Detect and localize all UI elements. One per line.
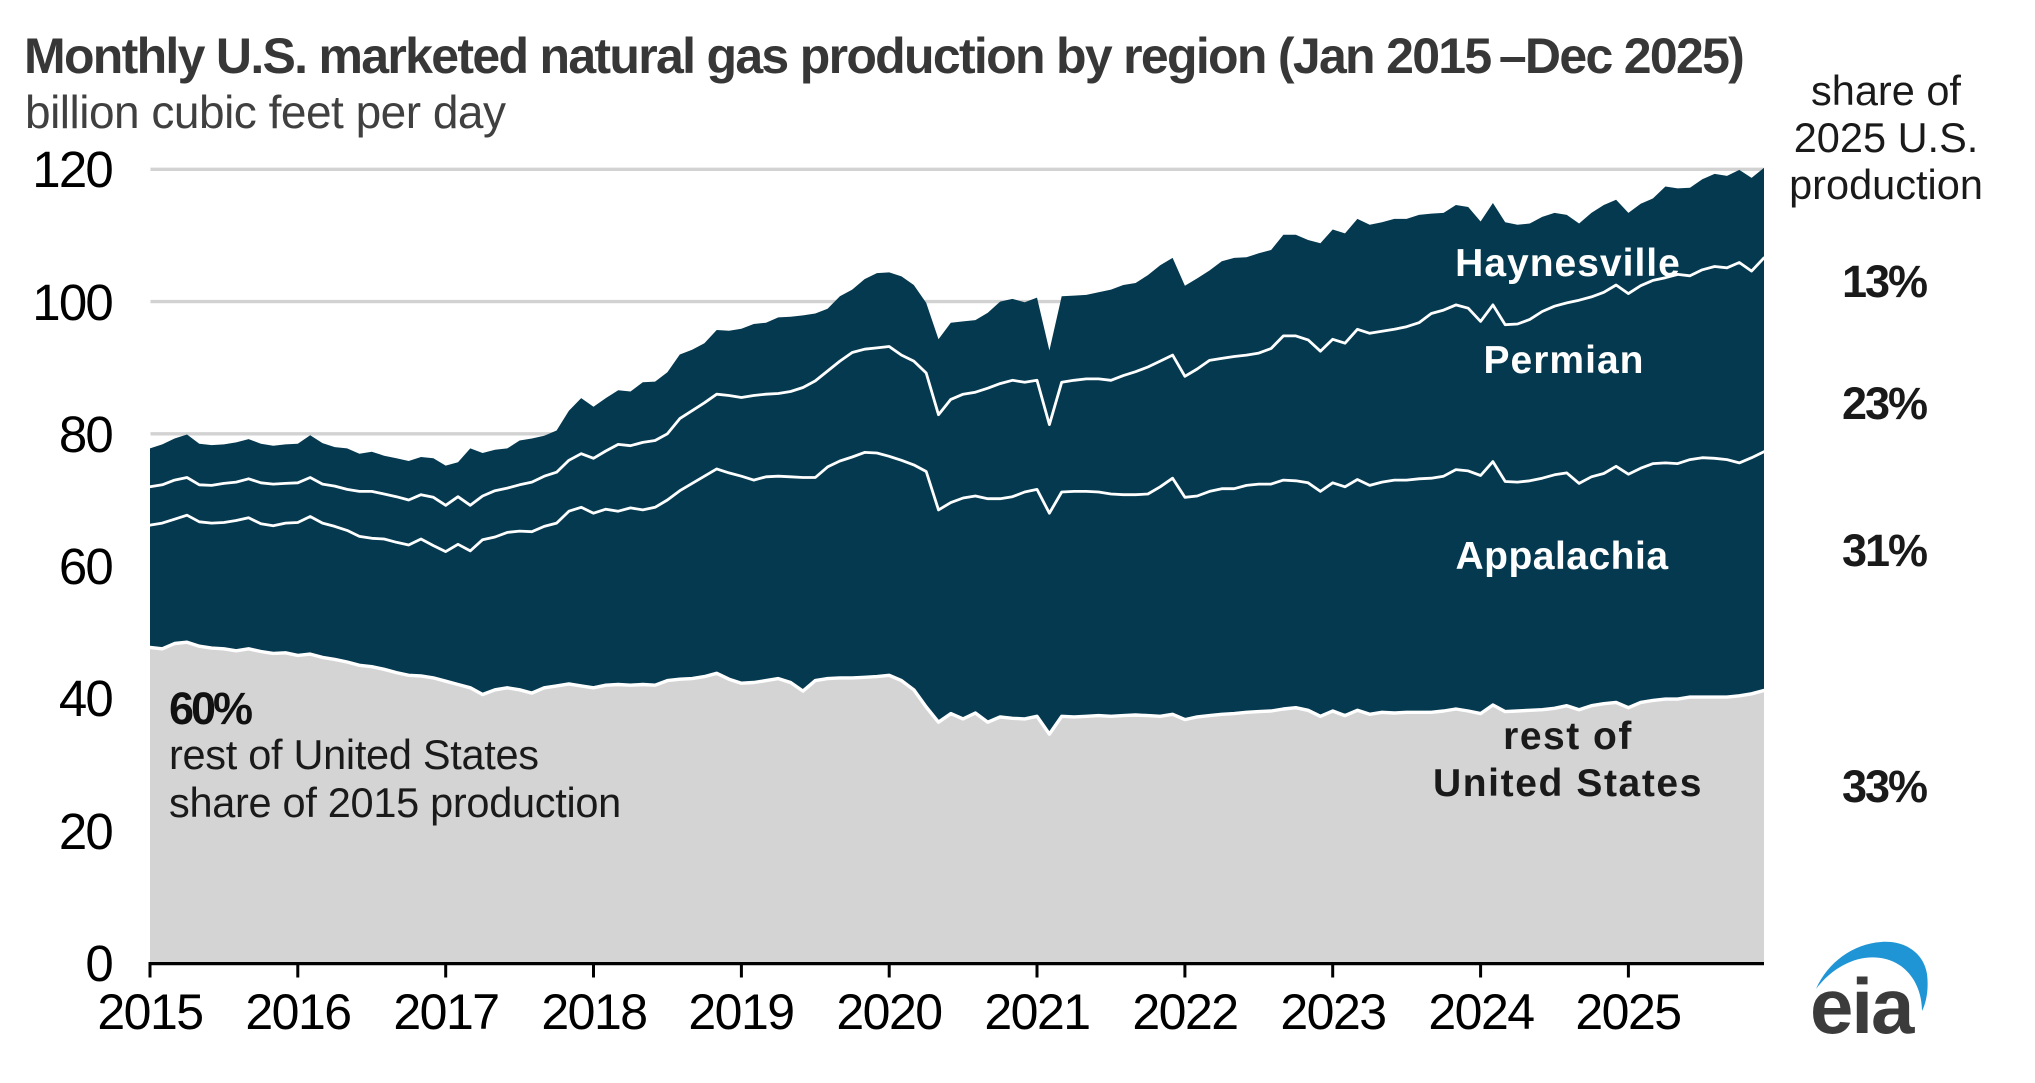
svg-text:eia: eia xyxy=(1810,962,1915,1050)
